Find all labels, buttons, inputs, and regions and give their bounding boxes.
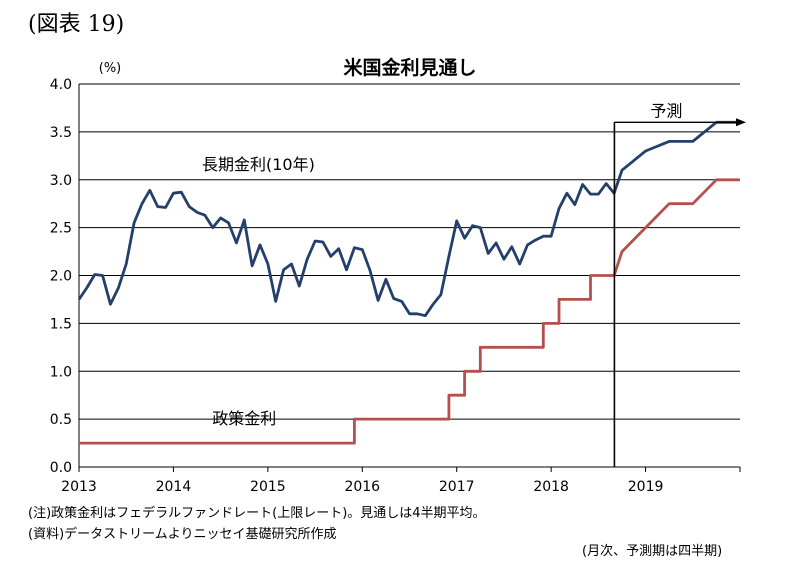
forecast-arrow-head: [736, 118, 746, 127]
y-tick-label: 2.5: [50, 221, 72, 237]
y-tick-label: 2.0: [50, 269, 72, 285]
series-line-long-term-rate: [77, 120, 740, 318]
series-label-policy-rate: 政策金利: [212, 409, 276, 428]
axis-layer: 0.0 0.5 1.0 1.5 2.0 2.5 3.0 3.5 4.0 2013 2014 2015 2…: [50, 77, 741, 495]
x-tick-label: 2014: [156, 479, 192, 495]
label-layer: 長期金利(10年) 政策金利 予測: [202, 102, 746, 467]
note-source: (資料)データストリームよりニッセイ基礎研究所作成: [28, 527, 337, 542]
note-definition: (注)政策金利はフェデラルファンドレート(上限レート)。見通しは4半期平均。: [28, 506, 486, 521]
x-tick-label: 2015: [250, 479, 286, 495]
y-axis-unit-label: (%): [99, 61, 122, 76]
y-tick-label: 0.0: [50, 460, 72, 476]
series-label-long-term-rate: 長期金利(10年): [202, 155, 315, 174]
grid-layer: [79, 83, 740, 420]
y-tick-label: 0.5: [50, 412, 72, 428]
x-tick-label: 2017: [439, 479, 475, 495]
y-tick-label: 4.0: [50, 77, 72, 93]
y-tick-label: 3.0: [50, 173, 72, 189]
x-tick-label: 2016: [344, 479, 380, 495]
y-tick-label: 1.5: [50, 316, 72, 332]
x-tick-label: 2018: [533, 479, 569, 495]
y-tick-label: 3.5: [50, 125, 72, 141]
x-tick-label: 2019: [628, 479, 664, 495]
series-line-policy-rate: [79, 178, 740, 445]
figure-label: (図表 19): [28, 12, 125, 37]
y-tick-label: 1.0: [50, 364, 72, 380]
note-frequency: (月次、予測期は四半期): [582, 544, 723, 559]
series-layer: [77, 120, 740, 445]
chart-title: 米国金利見通し: [343, 56, 476, 79]
x-tick-label: 2013: [61, 479, 97, 495]
forecast-label: 予測: [650, 102, 682, 121]
